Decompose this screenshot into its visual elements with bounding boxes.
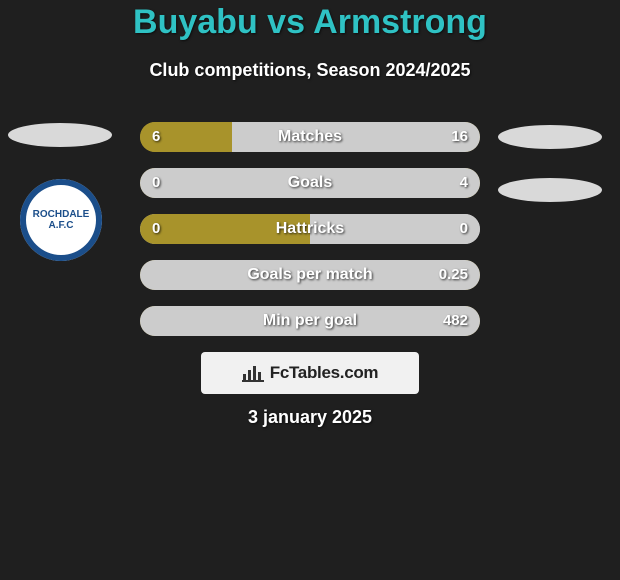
bar-right-segment: [140, 260, 480, 290]
bar-left-segment: [140, 214, 310, 244]
crest-label: ROCHDALE A.F.C: [20, 209, 102, 231]
player-left-avatar: [8, 123, 112, 147]
brand-box: FcTables.com: [201, 352, 419, 394]
bar-right-segment: [232, 122, 480, 152]
stat-bar-goals: Goals04: [140, 168, 480, 198]
brand-label: FcTables.com: [270, 363, 379, 383]
bar-right-segment: [140, 306, 480, 336]
page-date: 3 january 2025: [0, 407, 620, 428]
stat-bar-hattricks: Hattricks00: [140, 214, 480, 244]
bar-right-segment: [310, 214, 480, 244]
club-left-crest: ROCHDALE A.F.C: [20, 179, 102, 261]
page-subtitle: Club competitions, Season 2024/2025: [0, 60, 620, 81]
player-right-avatar: [498, 125, 602, 149]
bar-left-segment: [140, 122, 232, 152]
stat-bar-min-per-goal: Min per goal482: [140, 306, 480, 336]
bar-right-segment: [140, 168, 480, 198]
stat-bars: Matches616 Goals04 Hattricks00 Goals per ma…: [140, 122, 480, 352]
page-title: Buyabu vs Armstrong: [0, 3, 620, 42]
bar-chart-icon: [242, 364, 264, 382]
club-right-avatar: [498, 178, 602, 202]
stat-bar-matches: Matches616: [140, 122, 480, 152]
comparison-infographic: Buyabu vs Armstrong Club competitions, S…: [0, 0, 620, 580]
stat-bar-goals-per-match: Goals per match0.25: [140, 260, 480, 290]
